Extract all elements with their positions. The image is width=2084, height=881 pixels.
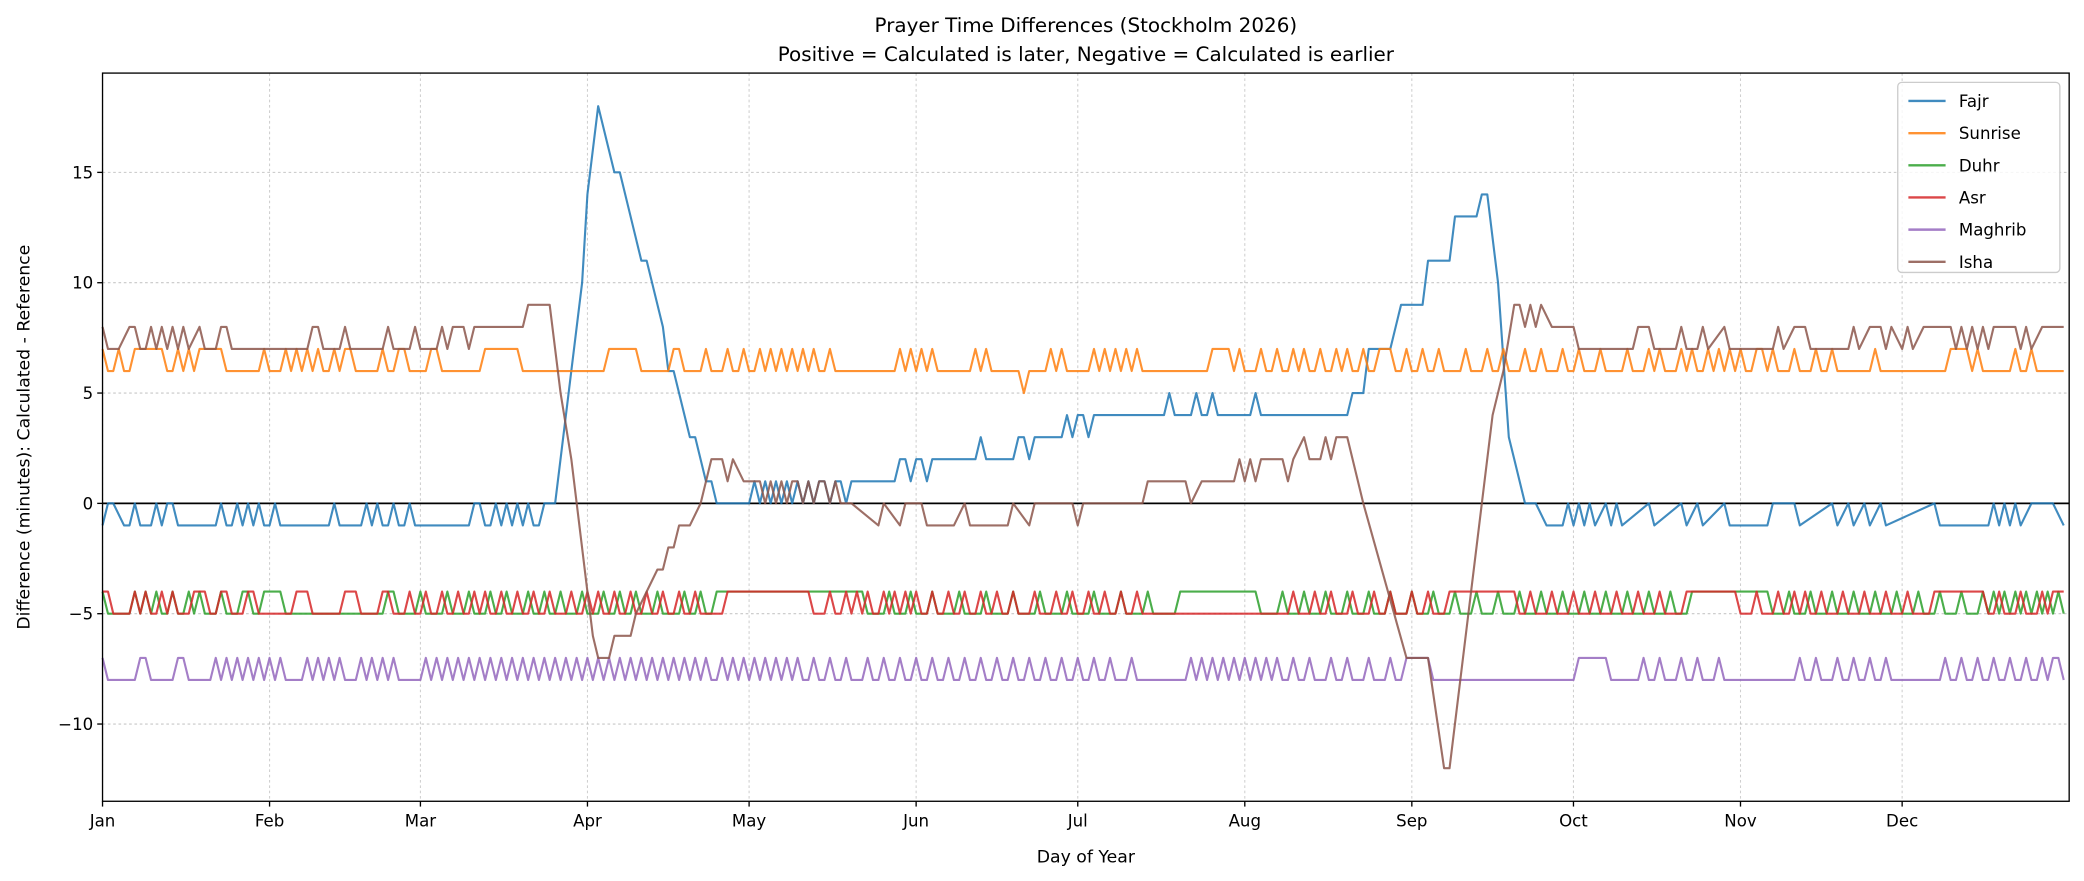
legend-label: Asr (1959, 188, 1986, 207)
series-line-asr (102, 590, 2064, 615)
y-tick-label: −5 (69, 605, 93, 624)
x-tick-label: Dec (1886, 812, 1918, 831)
series-lines (101, 105, 2065, 770)
x-tick-label: Jun (902, 812, 929, 831)
series-line-fajr (101, 105, 2065, 527)
y-axis-label: Difference (minutes): Calculated - Refer… (14, 245, 34, 630)
legend: Fajr Sunrise Duhr Asr Maghrib Isha (1897, 81, 2061, 274)
y-tick-label: −10 (58, 715, 93, 734)
legend-label: Fajr (1959, 92, 1989, 111)
legend-label: Isha (1959, 253, 1993, 272)
legend-box (1897, 81, 2061, 274)
legend-label: Maghrib (1959, 221, 2027, 240)
plot-frame (101, 72, 2070, 802)
legend-label: Duhr (1959, 156, 2000, 175)
x-tick-label: Oct (1559, 812, 1588, 831)
x-axis-label: Day of Year (1037, 847, 1136, 867)
chart-subtitle: Positive = Calculated is later, Negative… (778, 43, 1395, 66)
x-tick-label: Jan (89, 812, 116, 831)
x-tick-label: Mar (405, 812, 437, 831)
y-tick-label: 0 (83, 494, 94, 513)
y-tick-label: 15 (72, 163, 93, 182)
series-line-sunrise (101, 347, 2064, 395)
x-tick-label: Aug (1229, 812, 1261, 831)
grid (102, 73, 2070, 802)
x-tick-label: Nov (1724, 812, 1757, 831)
series-line-isha (101, 303, 2064, 770)
x-tick-label: May (732, 812, 767, 831)
y-tick-label: 10 (72, 274, 93, 293)
x-tick-label: Feb (255, 812, 284, 831)
chart-title: Prayer Time Differences (Stockholm 2026) (875, 14, 1298, 37)
y-axis: −10 −5 0 5 10 15 (58, 163, 103, 734)
x-tick-label: Sep (1396, 812, 1427, 831)
legend-label: Sunrise (1959, 124, 2021, 143)
series-line-maghrib (101, 656, 2065, 682)
x-tick-label: Apr (573, 812, 602, 831)
x-tick-label: Jul (1067, 812, 1088, 831)
y-tick-label: 5 (83, 384, 94, 403)
x-axis: Jan Feb Mar Apr May Jun Jul Aug Sep Oct Nov Dec (89, 801, 1918, 831)
